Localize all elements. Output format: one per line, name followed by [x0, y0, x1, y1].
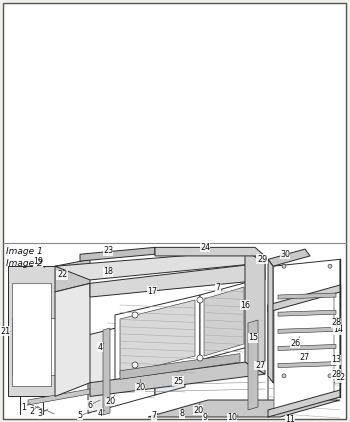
Polygon shape [120, 300, 195, 375]
Polygon shape [12, 318, 71, 375]
Text: 2: 2 [29, 406, 35, 416]
Polygon shape [90, 263, 265, 297]
Polygon shape [268, 249, 310, 266]
Polygon shape [148, 400, 340, 417]
Circle shape [328, 264, 332, 268]
Polygon shape [245, 251, 265, 374]
Text: 3: 3 [37, 409, 42, 419]
Text: 7: 7 [216, 284, 220, 292]
Circle shape [282, 374, 286, 378]
Text: 20: 20 [105, 397, 115, 406]
Circle shape [197, 355, 203, 361]
Polygon shape [88, 330, 108, 413]
Text: 18: 18 [103, 268, 113, 276]
Polygon shape [108, 318, 155, 408]
Text: 19: 19 [33, 257, 43, 267]
Text: 27: 27 [300, 352, 310, 362]
Text: 17: 17 [147, 287, 157, 295]
Text: Image 1: Image 1 [6, 246, 43, 256]
Text: 11: 11 [285, 416, 295, 422]
Text: 27: 27 [255, 361, 265, 370]
Polygon shape [278, 327, 336, 333]
Circle shape [328, 374, 332, 378]
Text: 22: 22 [57, 270, 67, 279]
Polygon shape [268, 390, 340, 417]
Polygon shape [55, 251, 265, 280]
Polygon shape [8, 270, 75, 380]
Polygon shape [80, 247, 155, 261]
Text: 14: 14 [333, 325, 343, 335]
Text: 1: 1 [21, 403, 27, 412]
Polygon shape [268, 285, 340, 417]
Text: 4: 4 [98, 408, 103, 417]
Text: 21: 21 [0, 327, 10, 336]
Text: 13: 13 [331, 355, 341, 365]
Polygon shape [273, 260, 340, 383]
Text: 29: 29 [257, 255, 267, 264]
Text: 23: 23 [103, 246, 113, 255]
Text: 28: 28 [331, 370, 341, 379]
Polygon shape [278, 344, 336, 350]
Text: 26: 26 [290, 339, 300, 348]
Polygon shape [8, 266, 55, 396]
Polygon shape [155, 315, 185, 395]
Text: 5: 5 [77, 411, 83, 419]
Text: 12: 12 [335, 373, 345, 382]
Text: 8: 8 [180, 409, 184, 419]
Polygon shape [55, 283, 90, 396]
Text: 20: 20 [193, 406, 203, 415]
Text: 24: 24 [200, 243, 210, 252]
Polygon shape [90, 362, 265, 396]
Polygon shape [115, 295, 200, 380]
Polygon shape [55, 260, 90, 292]
Text: 4: 4 [98, 343, 103, 352]
Polygon shape [268, 285, 340, 312]
Circle shape [132, 362, 138, 368]
Polygon shape [120, 354, 240, 379]
Text: 9: 9 [202, 414, 208, 422]
Polygon shape [278, 293, 336, 299]
Circle shape [132, 312, 138, 318]
Text: 15: 15 [248, 333, 258, 343]
Text: 25: 25 [173, 376, 183, 386]
Polygon shape [12, 283, 51, 386]
Polygon shape [278, 310, 336, 316]
Text: 7: 7 [152, 411, 156, 420]
Text: Image 2: Image 2 [6, 259, 43, 268]
Polygon shape [200, 282, 248, 360]
Polygon shape [28, 388, 95, 405]
Polygon shape [248, 320, 258, 410]
Text: 30: 30 [280, 250, 290, 259]
Polygon shape [278, 362, 336, 368]
Polygon shape [103, 328, 110, 415]
Text: 20: 20 [135, 383, 145, 392]
Circle shape [282, 264, 286, 268]
Text: 28: 28 [331, 318, 341, 327]
Circle shape [197, 297, 203, 303]
Text: 6: 6 [88, 400, 92, 409]
Text: 16: 16 [240, 300, 250, 309]
Text: 10: 10 [227, 414, 237, 422]
Polygon shape [155, 247, 265, 256]
Polygon shape [204, 287, 244, 356]
Polygon shape [274, 292, 334, 411]
Polygon shape [268, 260, 273, 383]
